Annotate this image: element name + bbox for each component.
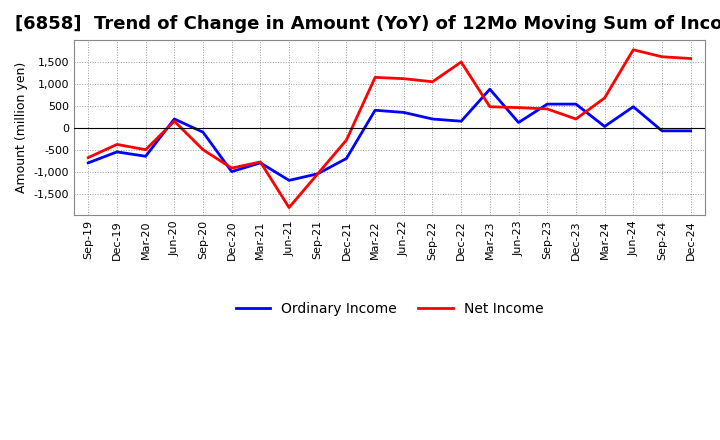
Net Income: [371, 75, 379, 80]
Net Income: [199, 147, 207, 152]
Net Income: [284, 205, 293, 210]
Ordinary Income: [572, 102, 580, 107]
Ordinary Income: [84, 160, 93, 165]
Ordinary Income: [543, 102, 552, 107]
Title: [6858]  Trend of Change in Amount (YoY) of 12Mo Moving Sum of Incomes: [6858] Trend of Change in Amount (YoY) o…: [15, 15, 720, 33]
Net Income: [112, 142, 121, 147]
Net Income: [141, 147, 150, 152]
Legend: Ordinary Income, Net Income: Ordinary Income, Net Income: [230, 296, 549, 321]
Net Income: [84, 155, 93, 160]
Ordinary Income: [457, 118, 466, 124]
Net Income: [600, 95, 609, 101]
Net Income: [256, 159, 265, 165]
Net Income: [514, 105, 523, 110]
Ordinary Income: [284, 178, 293, 183]
Ordinary Income: [400, 110, 408, 115]
Net Income: [313, 171, 322, 176]
Ordinary Income: [629, 104, 638, 110]
Ordinary Income: [170, 116, 179, 121]
Net Income: [428, 79, 437, 84]
Ordinary Income: [657, 128, 666, 133]
Net Income: [629, 47, 638, 52]
Ordinary Income: [514, 120, 523, 125]
Line: Net Income: Net Income: [89, 50, 690, 208]
Ordinary Income: [313, 171, 322, 176]
Ordinary Income: [371, 108, 379, 113]
Net Income: [572, 116, 580, 121]
Net Income: [485, 104, 494, 110]
Net Income: [342, 137, 351, 143]
Net Income: [543, 106, 552, 112]
Line: Ordinary Income: Ordinary Income: [89, 89, 690, 180]
Net Income: [170, 118, 179, 124]
Net Income: [400, 76, 408, 81]
Ordinary Income: [428, 116, 437, 121]
Ordinary Income: [485, 87, 494, 92]
Net Income: [657, 54, 666, 59]
Ordinary Income: [256, 160, 265, 165]
Net Income: [457, 59, 466, 65]
Ordinary Income: [600, 124, 609, 129]
Ordinary Income: [228, 169, 236, 174]
Ordinary Income: [686, 128, 695, 133]
Net Income: [228, 165, 236, 171]
Y-axis label: Amount (million yen): Amount (million yen): [15, 62, 28, 194]
Ordinary Income: [342, 156, 351, 161]
Ordinary Income: [141, 154, 150, 159]
Net Income: [686, 56, 695, 61]
Ordinary Income: [112, 149, 121, 154]
Ordinary Income: [199, 129, 207, 135]
